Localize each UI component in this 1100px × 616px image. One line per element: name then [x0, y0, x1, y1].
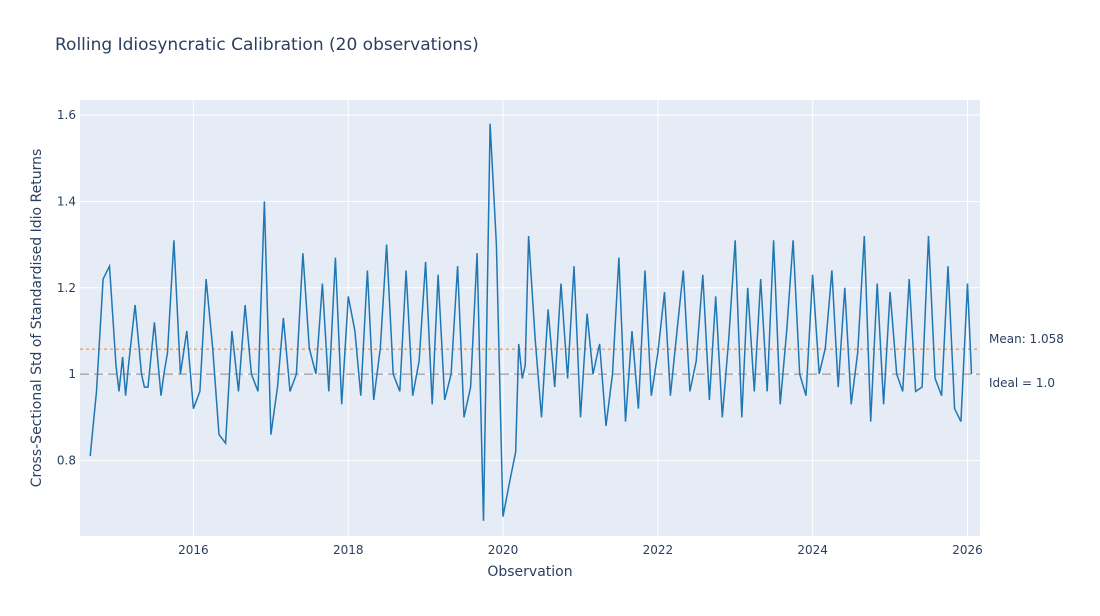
chart-title: Rolling Idiosyncratic Calibration (20 ob…: [55, 35, 479, 55]
y-axis-title: Cross-Sectional Std of Standardised Idio…: [29, 149, 45, 488]
x-tick-label: 2018: [333, 543, 364, 557]
mean-annotation: Mean: 1.058: [989, 332, 1064, 346]
series-line: [89, 123, 973, 521]
x-tick-labels: 2016 2018 2020 2022 2024 2026: [178, 543, 983, 557]
x-tick-label: 2022: [643, 543, 674, 557]
y-tick-label: 1: [68, 367, 76, 381]
ideal-annotation: Ideal = 1.0: [989, 376, 1055, 390]
x-tick-label: 2026: [952, 543, 983, 557]
y-tick-label: 0.8: [57, 453, 76, 467]
x-tick-label: 2024: [797, 543, 828, 557]
x-axis-title: Observation: [487, 564, 572, 580]
y-tick-label: 1.6: [57, 108, 76, 122]
plot-area: [80, 100, 980, 536]
reference-lines: [80, 348, 980, 375]
x-tick-label: 2020: [488, 543, 519, 557]
x-tick-label: 2016: [178, 543, 209, 557]
y-tick-labels: 0.8 1 1.2 1.4 1.6: [57, 108, 76, 467]
y-tick-label: 1.4: [57, 194, 76, 208]
y-tick-label: 1.2: [57, 281, 76, 295]
